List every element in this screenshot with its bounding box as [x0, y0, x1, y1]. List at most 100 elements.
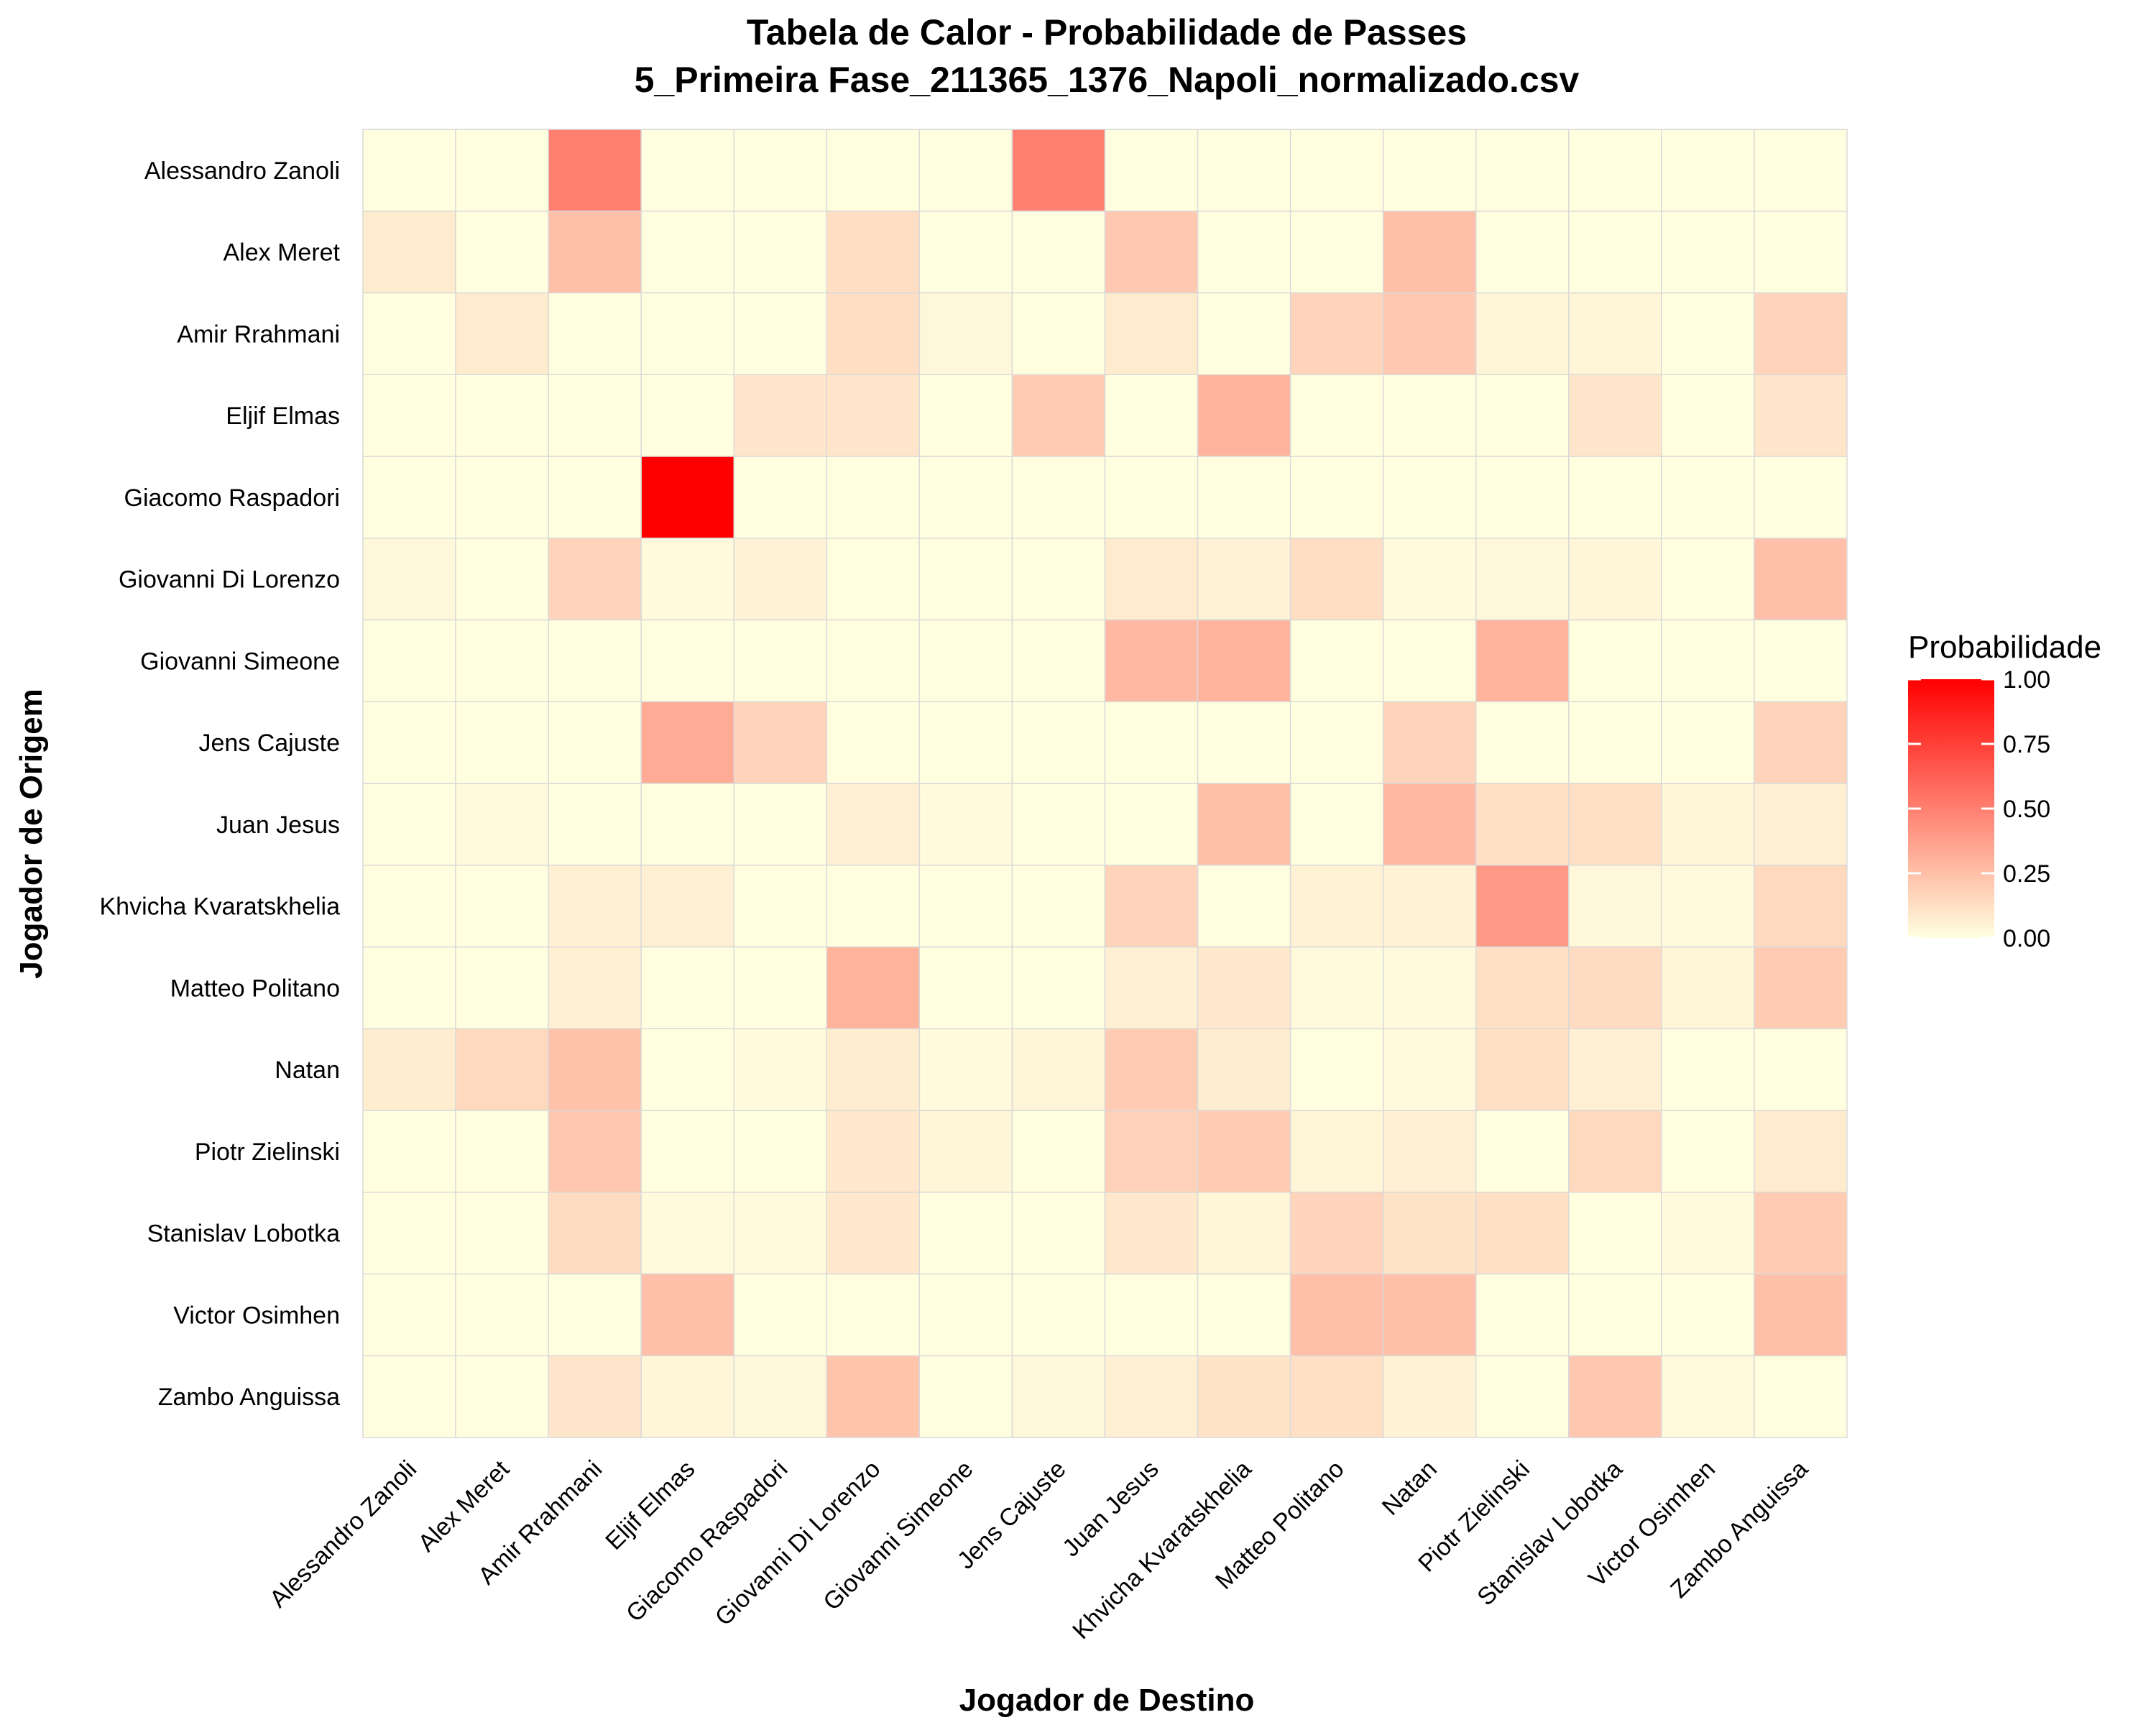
- heatmap-cell: [1475, 211, 1570, 294]
- heatmap-cell: [1197, 946, 1291, 1029]
- heatmap-cell: [548, 1192, 642, 1275]
- heatmap-cell: [362, 1355, 456, 1438]
- heatmap-cell: [918, 1192, 1013, 1275]
- heatmap-cell: [1289, 538, 1384, 621]
- heatmap-cell: [1475, 456, 1570, 539]
- heatmap-cell: [548, 1273, 642, 1356]
- heatmap-cell: [1661, 211, 1755, 294]
- y-tick-label: Amir Rrahmani: [177, 321, 340, 348]
- heatmap-cell: [455, 1028, 549, 1111]
- heatmap-cell: [826, 374, 921, 457]
- heatmap-cell: [548, 211, 642, 294]
- heatmap-cell: [1197, 1110, 1291, 1193]
- legend-color-bar: [1908, 679, 1994, 938]
- heatmap-cell: [1754, 1110, 1848, 1193]
- heatmap-cell: [1661, 538, 1755, 621]
- heatmap-cell: [1475, 1355, 1570, 1438]
- heatmap-cell: [1011, 701, 1106, 784]
- heatmap-cell: [1475, 374, 1570, 457]
- y-tick-label: Jens Cajuste: [198, 730, 340, 757]
- heatmap-cell: [918, 129, 1013, 212]
- heatmap-cell: [1104, 946, 1199, 1029]
- heatmap-cell: [1289, 456, 1384, 539]
- chart-title: Tabela de Calor - Probabilidade de Passe…: [747, 12, 1467, 52]
- heatmap-cell: [548, 1028, 642, 1111]
- heatmap-cell: [640, 1110, 734, 1193]
- heatmap-cell: [1661, 292, 1755, 375]
- heatmap-cell: [455, 946, 549, 1029]
- heatmap-cell: [1104, 1273, 1199, 1356]
- heatmap-cell: [640, 783, 734, 866]
- heatmap-cell: [1011, 619, 1106, 702]
- heatmap-cell: [362, 619, 456, 702]
- x-tick-label: Alex Meret: [413, 1455, 515, 1557]
- heatmap-cell: [362, 456, 456, 539]
- heatmap-cell: [733, 1192, 828, 1275]
- heatmap-cell: [1197, 374, 1291, 457]
- heatmap-cell: [1197, 292, 1291, 375]
- heatmap-cell: [918, 946, 1013, 1029]
- heatmap-cell: [733, 946, 828, 1029]
- heatmap-cell: [1104, 374, 1199, 457]
- heatmap-cell: [733, 538, 828, 621]
- y-tick-label: Giovanni Di Lorenzo: [119, 566, 340, 594]
- heatmap-cell: [1475, 292, 1570, 375]
- legend-tick-label: 0.50: [2003, 796, 2050, 823]
- heatmap-cell: [1197, 129, 1291, 212]
- heatmap-cell: [918, 1028, 1013, 1111]
- x-tick-label: Giacomo Raspadori: [621, 1455, 793, 1627]
- heatmap-cell: [1104, 211, 1199, 294]
- heatmap-cell: [1011, 538, 1106, 621]
- heatmap-cell: [1568, 211, 1662, 294]
- heatmap-cell: [826, 1028, 921, 1111]
- heatmap-cell: [362, 1273, 456, 1356]
- legend-tick-label: 0.25: [2003, 860, 2050, 888]
- heatmap-cell: [362, 129, 456, 212]
- heatmap-cell: [918, 538, 1013, 621]
- heatmap-cell: [1011, 865, 1106, 948]
- heatmap-cell: [1011, 1110, 1106, 1193]
- heatmap-cell: [1754, 865, 1848, 948]
- heatmap-cell: [1011, 374, 1106, 457]
- heatmap-cell: [1382, 865, 1477, 948]
- heatmap-cell: [640, 292, 734, 375]
- heatmap-cell: [455, 1355, 549, 1438]
- heatmap-cell: [1754, 211, 1848, 294]
- heatmap-cell: [1382, 783, 1477, 866]
- heatmap-cell: [1289, 129, 1384, 212]
- heatmap-cell: [455, 1192, 549, 1275]
- heatmap-cell: [455, 1110, 549, 1193]
- heatmap-cell: [1382, 1355, 1477, 1438]
- heatmap-cell: [640, 1273, 734, 1356]
- heatmap-cell: [1289, 211, 1384, 294]
- heatmap-cell: [826, 865, 921, 948]
- heatmap-cell: [548, 538, 642, 621]
- heatmap-cell: [918, 292, 1013, 375]
- heatmap-cell: [548, 783, 642, 866]
- heatmap-cell: [1754, 1028, 1848, 1111]
- x-tick-label: Eljif Elmas: [600, 1455, 700, 1555]
- heatmap-cell: [455, 538, 549, 621]
- heatmap-cell: [826, 292, 921, 375]
- heatmap-cell: [1568, 1110, 1662, 1193]
- y-tick-label: Zambo Anguissa: [158, 1384, 340, 1411]
- heatmap-cell: [640, 946, 734, 1029]
- heatmap-cell: [1104, 1028, 1199, 1111]
- heatmap-cell: [362, 865, 456, 948]
- heatmap-cell: [1289, 1273, 1384, 1356]
- heatmap-cell: [733, 374, 828, 457]
- heatmap-cell: [548, 946, 642, 1029]
- heatmap-cell: [1289, 865, 1384, 948]
- heatmap-cell: [640, 211, 734, 294]
- heatmap-cell: [1197, 783, 1291, 866]
- heatmap-cell: [826, 1192, 921, 1275]
- heatmap-cell: [733, 1273, 828, 1356]
- legend-ticks: 1.00 0.75 0.50 0.25 0.00: [1908, 666, 2050, 952]
- y-tick-label: Matteo Politano: [170, 975, 340, 1002]
- heatmap-cell: [455, 619, 549, 702]
- heatmap-cell: [918, 211, 1013, 294]
- heatmap-cell: [1475, 946, 1570, 1029]
- heatmap-cell: [733, 1355, 828, 1438]
- heatmap-cell: [640, 701, 734, 784]
- heatmap-cell: [918, 1110, 1013, 1193]
